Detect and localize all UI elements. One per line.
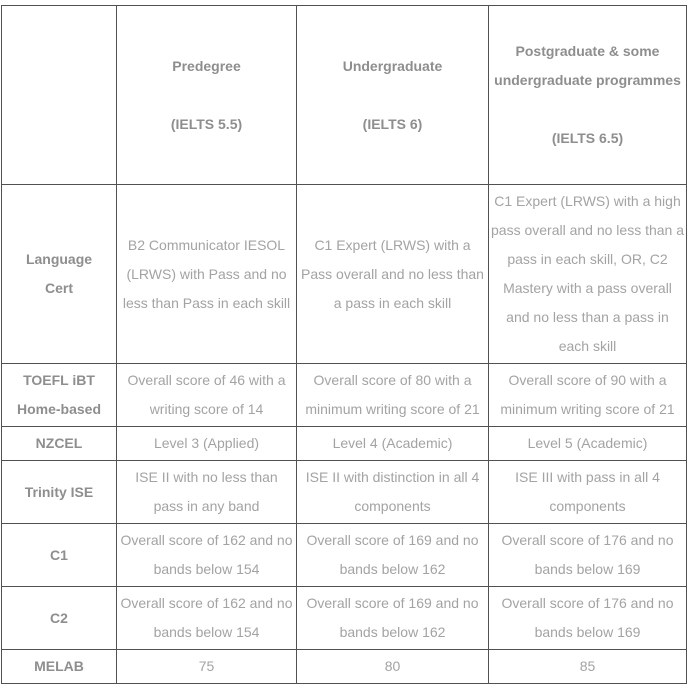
cell-melab-predegree: 75 — [116, 649, 297, 684]
column-ielts-level: (IELTS 6.5) — [551, 130, 624, 146]
row-header-nzcel: NZCEL — [1, 426, 117, 461]
cell-melab-undergraduate: 80 — [296, 649, 489, 684]
table-row-trinity-ise: Trinity ISE ISE II with no less than pas… — [1, 460, 687, 524]
row-header-melab: MELAB — [1, 649, 117, 684]
table-row-c2: C2 Overall score of 162 and no bands bel… — [1, 586, 687, 650]
column-label: Predegree — [172, 57, 241, 74]
cell-nzcel-undergraduate: Level 4 (Academic) — [296, 426, 489, 461]
cell-nzcel-postgraduate: Level 5 (Academic) — [488, 426, 687, 461]
cell-language-cert-undergraduate: C1 Expert (LRWS) with a Pass overall and… — [296, 184, 489, 364]
column-ielts-level: (IELTS 6) — [362, 115, 423, 132]
corner-cell — [1, 5, 117, 185]
cell-melab-postgraduate: 85 — [488, 649, 687, 684]
table-row-toefl: TOEFL iBT Home-based Overall score of 46… — [1, 363, 687, 427]
cell-language-cert-postgraduate: C1 Expert (LRWS) with a high pass overal… — [488, 184, 687, 364]
cell-c2-predegree: Overall score of 162 and no bands below … — [116, 586, 297, 650]
column-header-undergraduate: Undergraduate (IELTS 6) — [296, 5, 489, 185]
cell-toefl-undergraduate: Overall score of 80 with a minimum writi… — [296, 363, 489, 427]
cell-language-cert-predegree: B2 Communicator IESOL (LRWS) with Pass a… — [116, 184, 297, 364]
cell-c1-predegree: Overall score of 162 and no bands below … — [116, 523, 297, 587]
column-header-postgraduate: Postgraduate & some undergraduate progra… — [488, 5, 687, 185]
cell-toefl-predegree: Overall score of 46 with a writing score… — [116, 363, 297, 427]
cell-c2-postgraduate: Overall score of 176 and no bands below … — [488, 586, 687, 650]
row-header-language-cert: Language Cert — [1, 184, 117, 364]
cell-toefl-postgraduate: Overall score of 90 with a minimum writi… — [488, 363, 687, 427]
cell-nzcel-predegree: Level 3 (Applied) — [116, 426, 297, 461]
cell-c1-postgraduate: Overall score of 176 and no bands below … — [488, 523, 687, 587]
column-header-predegree: Predegree (IELTS 5.5) — [116, 5, 297, 185]
table-row-c1: C1 Overall score of 162 and no bands bel… — [1, 523, 687, 587]
row-header-c2: C2 — [1, 586, 117, 650]
table-row-language-cert: Language Cert B2 Communicator IESOL (LRW… — [1, 184, 687, 364]
table-row-melab: MELAB 75 80 85 — [1, 649, 687, 684]
cell-trinity-postgraduate: ISE III with pass in all 4 components — [488, 460, 687, 524]
column-ielts-level: (IELTS 5.5) — [170, 115, 243, 132]
table-row-nzcel: NZCEL Level 3 (Applied) Level 4 (Academi… — [1, 426, 687, 461]
cell-c2-undergraduate: Overall score of 169 and no bands below … — [296, 586, 489, 650]
column-label: Undergraduate — [342, 57, 443, 74]
column-header-row: Predegree (IELTS 5.5) Undergraduate (IEL… — [1, 5, 687, 185]
cell-trinity-predegree: ISE II with no less than pass in any ban… — [116, 460, 297, 524]
row-header-toefl: TOEFL iBT Home-based — [1, 363, 117, 427]
english-requirements-table: Predegree (IELTS 5.5) Undergraduate (IEL… — [1, 5, 687, 684]
cell-trinity-undergraduate: ISE II with distinction in all 4 compone… — [296, 460, 489, 524]
row-header-trinity-ise: Trinity ISE — [1, 460, 117, 524]
column-label: Postgraduate & some undergraduate progra… — [494, 43, 681, 88]
cell-c1-undergraduate: Overall score of 169 and no bands below … — [296, 523, 489, 587]
row-header-c1: C1 — [1, 523, 117, 587]
